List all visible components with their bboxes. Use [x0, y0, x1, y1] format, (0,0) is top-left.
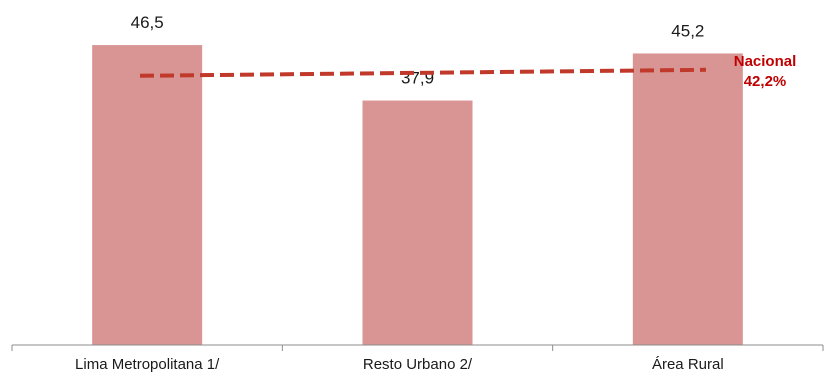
bar-value-label-1: 46,5	[131, 13, 164, 32]
x-axis-ticks	[11, 345, 824, 351]
national-reference-line	[139, 67, 707, 78]
bars-group	[92, 45, 743, 346]
bar-3	[632, 53, 743, 346]
reference-line-value-label: 42,2%	[744, 73, 787, 90]
x-tick-labels-group: Lima Metropolitana 1/Resto Urbano 2/Área…	[75, 356, 724, 373]
bar-value-label-3: 45,2	[671, 21, 704, 40]
x-tick-label-2: Resto Urbano 2/	[363, 356, 473, 373]
x-tick-label-1: Lima Metropolitana 1/	[75, 356, 220, 373]
value-labels-group: 46,537,945,2	[131, 13, 705, 87]
bar-1	[92, 45, 203, 345]
x-tick-label-3: Área Rural	[652, 356, 724, 373]
bar-2	[362, 100, 473, 345]
reference-line-name-label: Nacional	[734, 53, 797, 70]
